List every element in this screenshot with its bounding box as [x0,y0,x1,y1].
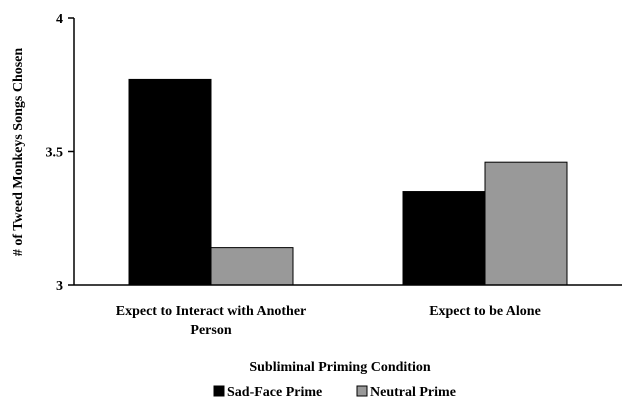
bar-sad-face-prime-1 [402,191,486,286]
legend-swatch [213,385,225,397]
y-axis-title: # of Tweed Monkeys Songs Chosen [11,48,26,257]
legend: Sad-Face Prime Neutral Prime [213,385,456,400]
bar-sad-face-prime-0 [128,78,212,286]
y-tick-label: 3.5 [46,146,64,161]
category-label: Person [190,323,231,338]
y-tick-label: 3 [56,279,63,294]
legend-swatch [356,385,368,397]
category-labels: Expect to Interact with Another Person Exp… [116,304,541,338]
bar-neutral-prime-1 [484,161,568,286]
y-tick-label: 4 [56,12,63,27]
x-axis-title: Subliminal Priming Condition [249,360,430,375]
legend-label: Neutral Prime [370,385,456,400]
bar-neutral-prime-0 [210,247,294,286]
category-label: Expect to be Alone [429,304,541,319]
legend-label: Sad-Face Prime [227,385,322,400]
category-label: Expect to Interact with Another [116,304,307,319]
bars-layer [128,78,568,286]
y-ticks: 33.54 [46,12,74,294]
